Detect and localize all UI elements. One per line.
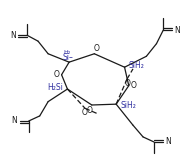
Text: O: O: [125, 79, 131, 88]
Text: H₂: H₂: [64, 50, 71, 55]
Text: SiH₂: SiH₂: [129, 61, 145, 70]
Text: O: O: [81, 108, 87, 117]
Text: SiH₂: SiH₂: [120, 101, 136, 110]
Text: O: O: [94, 44, 100, 53]
Text: O: O: [54, 70, 60, 79]
Text: N: N: [10, 31, 16, 40]
Text: H₂Si: H₂Si: [47, 83, 63, 92]
Text: O: O: [131, 81, 137, 90]
Text: N: N: [174, 26, 180, 35]
Text: N: N: [12, 116, 17, 125]
Text: Si–: Si–: [62, 53, 73, 62]
Text: O: O: [86, 106, 92, 115]
Text: N: N: [165, 137, 171, 146]
